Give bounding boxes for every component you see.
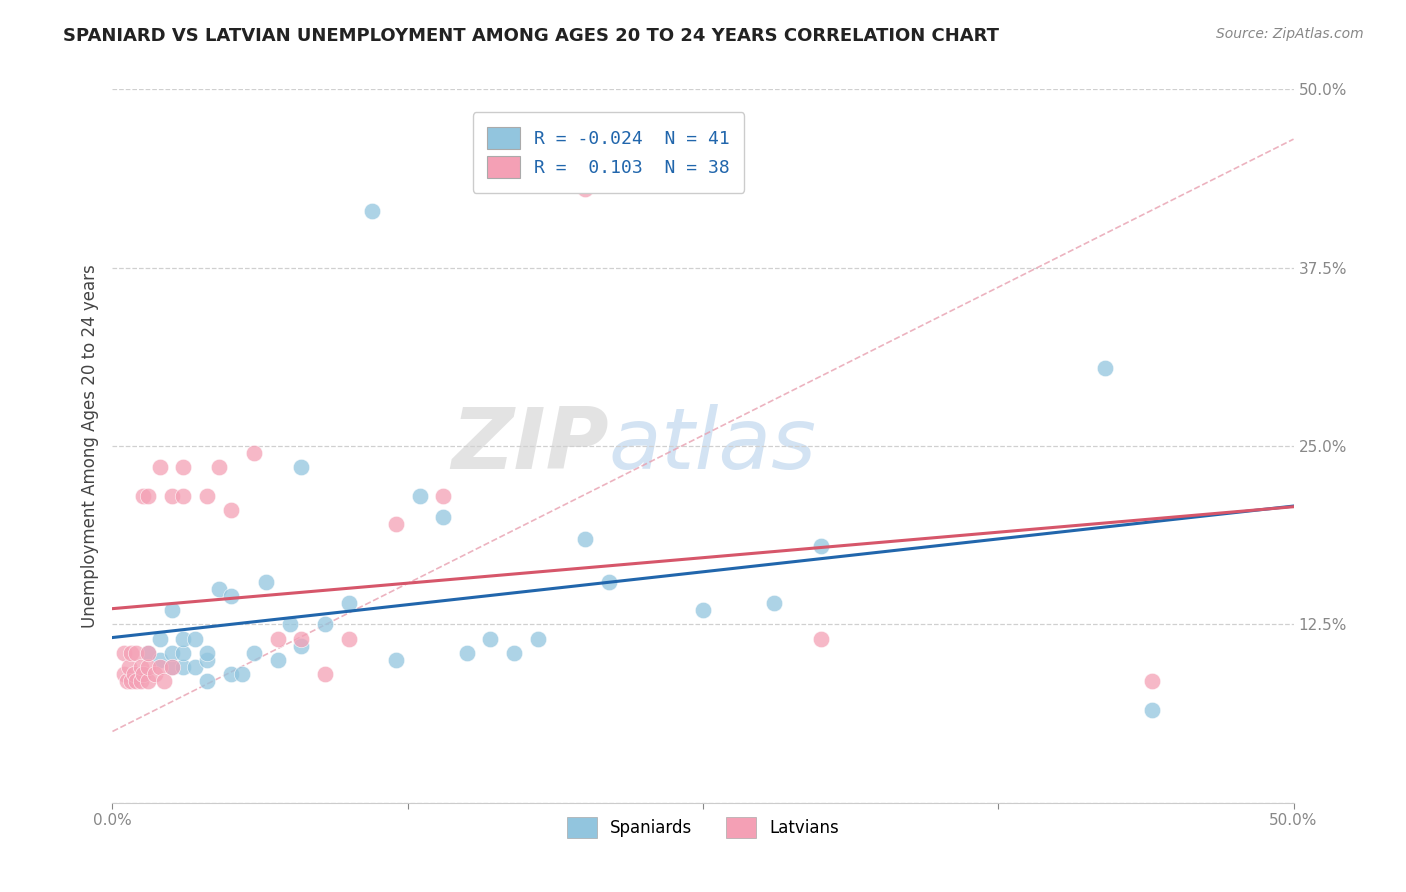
Point (1094, 360, 1116, 375)
Point (149, 460, 172, 475)
Point (361, 203, 384, 218)
Point (243, 646, 266, 660)
Point (432, 510, 454, 524)
Point (278, 617, 301, 632)
Point (219, 503, 242, 517)
Point (385, 653, 408, 667)
Point (136, 674, 159, 689)
Point (479, 632, 502, 646)
Point (160, 660, 183, 674)
Point (574, 532, 596, 546)
Point (208, 582, 231, 596)
Legend: Spaniards, Latvians: Spaniards, Latvians (561, 811, 845, 845)
Point (149, 632, 172, 646)
Point (122, 667, 145, 681)
Point (526, 632, 548, 646)
Point (184, 632, 207, 646)
Point (172, 489, 194, 503)
Point (762, 596, 785, 610)
Point (290, 632, 312, 646)
Point (129, 660, 152, 674)
Point (267, 653, 290, 667)
Point (112, 667, 135, 681)
Point (160, 489, 183, 503)
Point (125, 674, 148, 689)
Point (314, 667, 336, 681)
Point (208, 460, 231, 475)
Point (172, 632, 194, 646)
Text: ZIP: ZIP (451, 404, 609, 488)
Point (160, 646, 183, 660)
Point (153, 674, 176, 689)
Point (337, 596, 360, 610)
Point (810, 632, 832, 646)
Point (598, 574, 620, 589)
Point (290, 460, 312, 475)
Text: Source: ZipAtlas.com: Source: ZipAtlas.com (1216, 27, 1364, 41)
Point (129, 674, 152, 689)
Point (337, 632, 360, 646)
Point (267, 632, 290, 646)
Point (195, 653, 218, 667)
Point (219, 667, 242, 681)
Point (219, 589, 242, 603)
Point (184, 660, 207, 674)
Point (574, 182, 596, 196)
Point (172, 460, 194, 475)
Point (120, 674, 142, 689)
Point (132, 489, 155, 503)
Point (160, 603, 183, 617)
Point (136, 489, 159, 503)
Point (143, 667, 166, 681)
Point (692, 603, 714, 617)
Point (231, 667, 253, 681)
Point (456, 646, 478, 660)
Point (112, 646, 135, 660)
Point (290, 639, 312, 653)
Point (172, 646, 194, 660)
Point (408, 489, 430, 503)
Point (1140, 674, 1163, 689)
Point (118, 660, 141, 674)
Point (160, 660, 183, 674)
Point (432, 489, 454, 503)
Point (810, 539, 832, 553)
Point (1140, 703, 1163, 717)
Y-axis label: Unemployment Among Ages 20 to 24 years: Unemployment Among Ages 20 to 24 years (80, 264, 98, 628)
Point (195, 489, 218, 503)
Point (149, 653, 172, 667)
Point (503, 646, 526, 660)
Point (254, 574, 277, 589)
Point (132, 667, 155, 681)
Text: SPANIARD VS LATVIAN UNEMPLOYMENT AMONG AGES 20 TO 24 YEARS CORRELATION CHART: SPANIARD VS LATVIAN UNEMPLOYMENT AMONG A… (63, 27, 1000, 45)
Point (136, 646, 159, 660)
Point (385, 517, 408, 532)
Point (243, 446, 266, 460)
Point (195, 674, 218, 689)
Point (195, 646, 218, 660)
Point (125, 646, 148, 660)
Point (136, 660, 159, 674)
Point (120, 646, 142, 660)
Text: atlas: atlas (609, 404, 817, 488)
Point (115, 674, 138, 689)
Point (172, 660, 194, 674)
Point (314, 617, 336, 632)
Point (136, 646, 159, 660)
Point (149, 660, 172, 674)
